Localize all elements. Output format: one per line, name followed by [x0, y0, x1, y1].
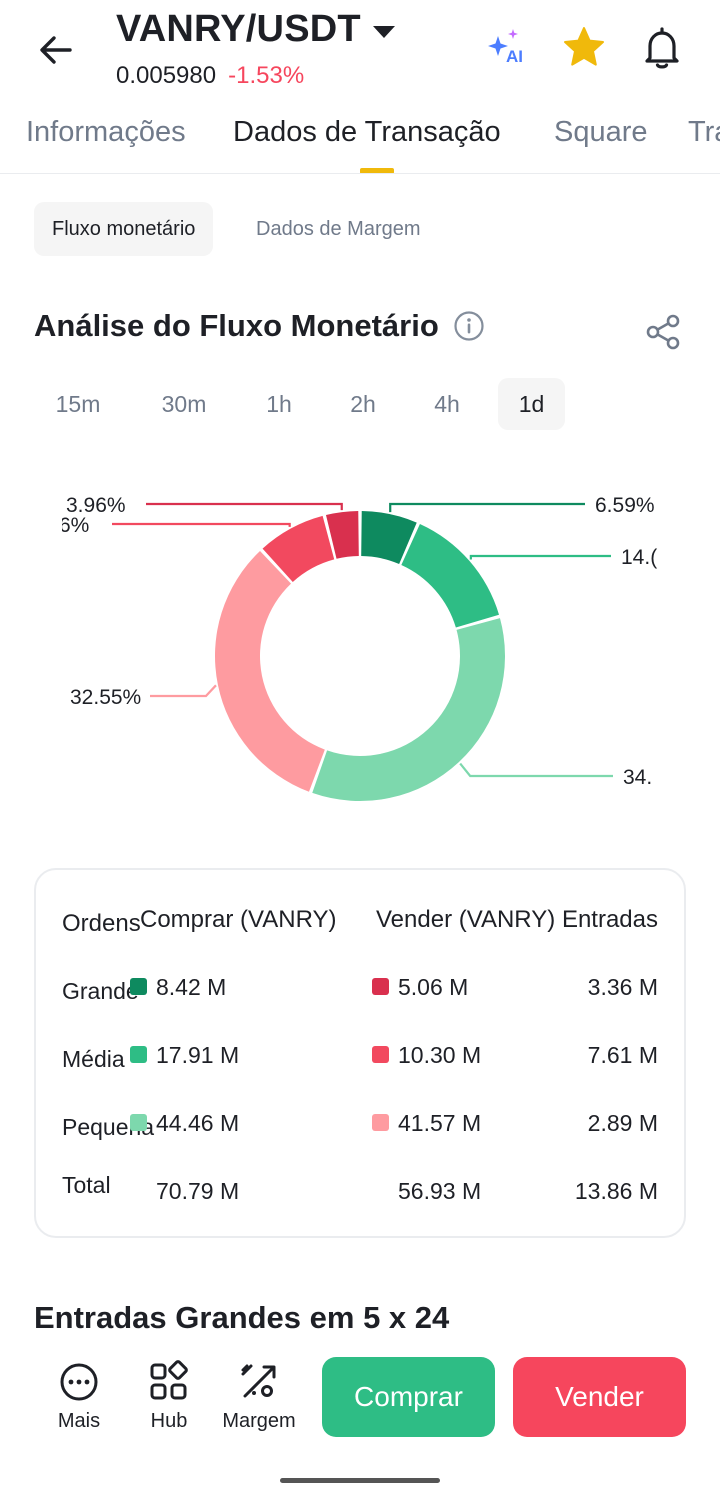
subtab-dados-de-margem[interactable]: Dados de Margem [256, 217, 421, 240]
sell-medium-color-swatch [372, 1046, 389, 1063]
bottom-action-bar: Mais Hub Margem Comprar Vender [0, 1340, 720, 1496]
slice-buy-large-leader-line [389, 502, 585, 513]
header-orders: Ordens [62, 910, 141, 937]
hub-button[interactable]: Hub [124, 1360, 214, 1433]
tab-partial[interactable]: Tra [688, 116, 720, 148]
time-tab-4h[interactable]: 4h [434, 390, 460, 417]
slice-sell-medium-leader-line [112, 522, 291, 527]
buy-small-color-swatch [130, 1114, 147, 1131]
subtab-fluxo-monetario[interactable]: Fluxo monetário [34, 202, 214, 256]
row-label-total: Total [62, 1172, 111, 1198]
section-title: Análise do Fluxo Monetário [34, 308, 439, 343]
money-flow-table: Ordens Comprar (VANRY) Vender (VANRY) En… [34, 868, 686, 1238]
money-flow-donut-chart: 6.59% 14.( 34. 32.55% )6%3.96% [62, 470, 660, 830]
slice-buy-small [312, 618, 506, 801]
slice-buy-medium-label: 14.( [621, 546, 657, 569]
buy-total-value: 70.79 M [156, 1178, 240, 1204]
next-section-title: Entradas Grandes em 5 x 24 [34, 1300, 450, 1335]
buy-large-value: 8.42 M [156, 974, 227, 1000]
tab-informacoes[interactable]: Informações [26, 116, 186, 148]
header: VANRY/USDT 0.005980 -1.53% AI [0, 0, 720, 100]
slice-sell-large [325, 511, 359, 559]
buy-medium-color-swatch [130, 1046, 147, 1063]
last-price: 0.005980 [116, 62, 217, 89]
header-buy: Comprar (VANRY) [140, 906, 337, 933]
ai-label: AI [506, 47, 523, 66]
bell-icon[interactable] [638, 24, 686, 72]
header-inflow: Entradas [561, 906, 658, 933]
row-label-media: Média [62, 1046, 125, 1072]
price-row: 0.005980 -1.53% [116, 62, 304, 90]
sell-large-value: 5.06 M [398, 974, 469, 1000]
slice-buy-small-label: 34. [623, 766, 652, 789]
arrow-left-icon [40, 36, 72, 64]
row-label-grande: Grande [62, 978, 139, 1004]
more-dots-icon [60, 1363, 98, 1401]
slice-buy-large [361, 511, 417, 564]
margin-label: Margem [222, 1410, 296, 1432]
buy-large-color-swatch [130, 978, 147, 995]
hub-grid-icon [150, 1360, 188, 1400]
margin-button[interactable]: Margem [214, 1360, 304, 1433]
sell-large-color-swatch [372, 978, 389, 995]
time-tab-1d[interactable]: 1d [498, 378, 565, 430]
tab-dados-de-transacao[interactable]: Dados de Transação [233, 116, 501, 148]
favorite-star-icon[interactable] [560, 24, 608, 72]
back-button[interactable] [34, 28, 78, 72]
inflow-small-value: 2.89 M [587, 1110, 658, 1136]
slice-buy-medium-leader-line [469, 554, 611, 560]
buy-medium-value: 17.91 M [156, 1042, 240, 1068]
slice-sell-medium-label: )6% [62, 514, 89, 537]
sell-medium-value: 10.30 M [398, 1042, 482, 1068]
slice-sell-medium [262, 515, 335, 582]
slice-buy-medium [401, 523, 500, 628]
slice-buy-small-leader-line [459, 762, 613, 778]
slice-buy-large-label: 6.59% [595, 494, 655, 517]
inflow-large-value: 3.36 M [587, 974, 658, 1000]
time-tab-1h[interactable]: 1h [266, 390, 292, 417]
sell-button[interactable]: Vender [513, 1357, 686, 1437]
inflow-total-value: 13.86 M [574, 1178, 658, 1204]
inflow-medium-value: 7.61 M [587, 1042, 658, 1068]
sell-small-color-swatch [372, 1114, 389, 1131]
slice-sell-small-leader-line [150, 684, 217, 698]
slice-sell-small [215, 550, 325, 792]
more-button[interactable]: Mais [34, 1360, 124, 1433]
ai-sparkle-icon[interactable]: AI [486, 26, 530, 70]
header-sell: Vender (VANRY) [376, 906, 556, 933]
time-tab-30m[interactable]: 30m [161, 390, 207, 417]
sell-small-value: 41.57 M [398, 1110, 482, 1136]
time-tab-15m[interactable]: 15m [55, 390, 101, 417]
buy-small-value: 44.46 M [156, 1110, 240, 1136]
caret-down-icon [372, 25, 395, 38]
pair-title: VANRY/USDT [116, 8, 361, 50]
section-title-row: Análise do Fluxo Monetário [34, 308, 485, 344]
buy-button[interactable]: Comprar [322, 1357, 495, 1437]
info-icon[interactable] [453, 310, 485, 342]
price-change: -1.53% [228, 62, 305, 89]
slice-sell-large-label: 3.96% [66, 494, 126, 517]
time-tab-2h[interactable]: 2h [350, 390, 376, 417]
tab-bar: Informações Dados de Transação Square Tr… [0, 108, 720, 174]
slice-sell-small-label: 32.55% [70, 686, 141, 709]
donut-svg: 6.59% 14.( 34. 32.55% )6%3.96% [62, 494, 657, 801]
slice-sell-large-leader-line [146, 502, 343, 511]
share-icon[interactable] [644, 312, 684, 352]
more-label: Mais [57, 1410, 101, 1432]
hub-label: Hub [150, 1410, 188, 1432]
sell-total-value: 56.93 M [398, 1178, 482, 1204]
home-indicator [280, 1478, 440, 1483]
active-tab-indicator [360, 168, 394, 173]
tab-square[interactable]: Square [554, 116, 648, 148]
margin-percent-icon [241, 1364, 276, 1398]
pair-selector[interactable]: VANRY/USDT [116, 8, 395, 51]
